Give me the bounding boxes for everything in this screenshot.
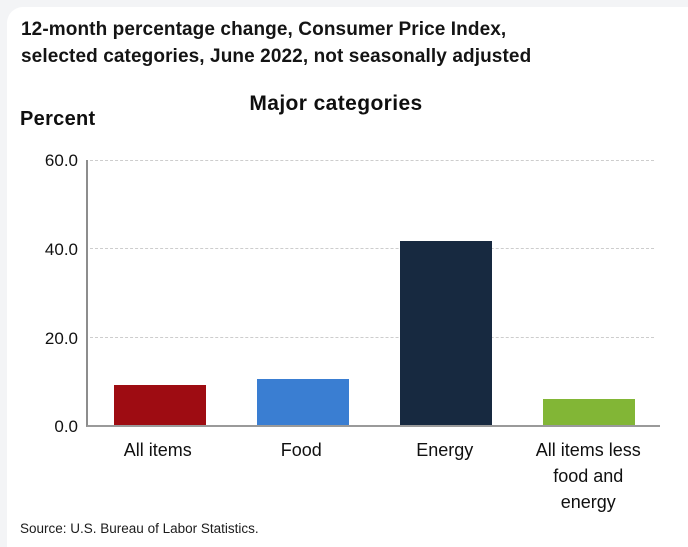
bar-all-items bbox=[113, 384, 206, 425]
y-axis-unit-label: Percent bbox=[20, 108, 96, 130]
bar-slot-food bbox=[231, 160, 374, 425]
x-label-energy: Energy bbox=[416, 440, 474, 460]
gridline-40 bbox=[90, 248, 654, 250]
gridline-60 bbox=[90, 160, 654, 161]
chart-header-title: 12-month percentage change, Consumer Pri… bbox=[21, 16, 531, 70]
x-label-all-items: All items bbox=[123, 440, 192, 460]
chart-card-background bbox=[7, 7, 688, 547]
bar-food bbox=[256, 379, 349, 425]
plot-area bbox=[86, 160, 660, 427]
gridline-20 bbox=[90, 336, 654, 338]
source-attribution: Source: U.S. Bureau of Labor Statistics. bbox=[20, 521, 259, 536]
y-tick-60: 60.0 bbox=[44, 151, 78, 170]
bar-slot-all-items bbox=[88, 160, 231, 425]
chart-header-title-line2: selected categories, June 2022, not seas… bbox=[21, 46, 532, 67]
y-tick-20: 20.0 bbox=[44, 329, 78, 348]
y-tick-0: 0.0 bbox=[54, 417, 78, 436]
bar-slot-all-items-less-food-energy bbox=[517, 160, 660, 425]
chart-title: Major categories bbox=[249, 92, 423, 115]
x-label-food: Food bbox=[280, 440, 322, 460]
bar-all-items-less-food-energy bbox=[542, 398, 635, 425]
bars-container bbox=[88, 160, 660, 425]
x-label-all-items-less-food-energy: All items less food and energy bbox=[535, 440, 641, 512]
chart-header-title-line1: 12-month percentage change, Consumer Pri… bbox=[21, 19, 507, 40]
y-tick-40: 40.0 bbox=[44, 240, 78, 259]
bar-energy bbox=[399, 241, 492, 425]
bar-slot-energy bbox=[374, 160, 517, 425]
x-axis-labels: All items Food Energy All items less foo… bbox=[86, 437, 660, 515]
